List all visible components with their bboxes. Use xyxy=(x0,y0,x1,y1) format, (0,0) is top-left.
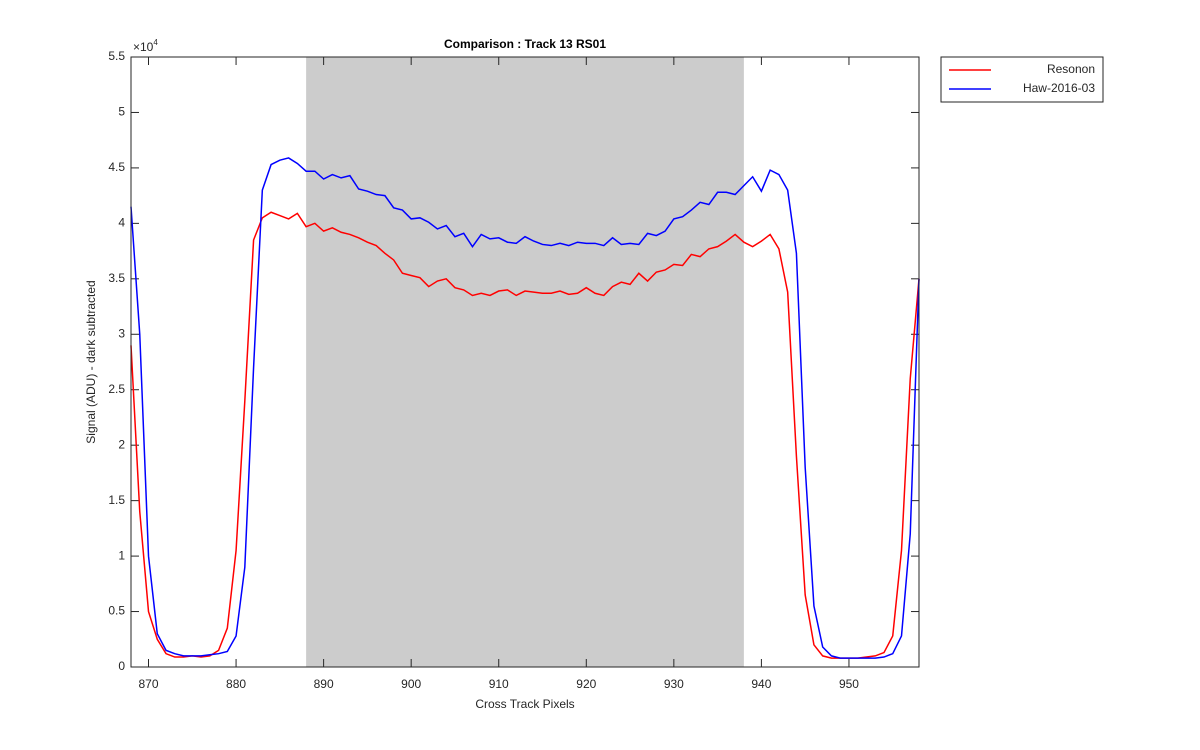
x-tick-label: 890 xyxy=(314,677,334,691)
legend-label: Resonon xyxy=(1047,62,1095,76)
chart-title: Comparison : Track 13 RS01 xyxy=(444,37,606,51)
legend-label: Haw-2016-03 xyxy=(1023,81,1095,95)
y-tick-label: 5 xyxy=(118,105,125,119)
x-tick-label: 930 xyxy=(664,677,684,691)
y-tick-label: 5.5 xyxy=(108,49,125,63)
axes-box xyxy=(130,56,920,668)
x-tick-label: 910 xyxy=(489,677,509,691)
x-tick-label: 880 xyxy=(226,677,246,691)
data-line xyxy=(130,211,920,659)
y-tick-label: 0.5 xyxy=(108,604,125,618)
x-axis-label: Cross Track Pixels xyxy=(475,697,574,711)
y-tick-label: 0 xyxy=(118,659,125,673)
y-tick-label: 4 xyxy=(118,216,125,230)
y-tick-label: 2.5 xyxy=(108,382,125,396)
shaded-region xyxy=(306,57,744,667)
y-scale-exponent: 4 xyxy=(153,38,158,47)
x-tick-label: 870 xyxy=(138,677,158,691)
y-tick-label: 1.5 xyxy=(108,493,125,507)
x-tick-label: 940 xyxy=(751,677,771,691)
y-tick-label: 3.5 xyxy=(108,271,125,285)
y-scale-base: ×10 xyxy=(133,40,154,54)
data-line xyxy=(130,157,920,659)
x-tick-label: 950 xyxy=(839,677,859,691)
legend-box xyxy=(940,56,1104,103)
legend: Resonon Haw-2016-03 xyxy=(940,56,1104,103)
y-tick-label: 3 xyxy=(118,326,125,340)
y-tick-label: 4.5 xyxy=(108,160,125,174)
y-tick-label: 1 xyxy=(118,548,125,562)
x-tick-label: 920 xyxy=(576,677,596,691)
x-tick-label: 900 xyxy=(401,677,421,691)
y-axis-label: Signal (ADU) - dark subtracted xyxy=(84,280,98,443)
y-tick-label: 2 xyxy=(118,437,125,451)
y-scale-label: ×104 xyxy=(133,38,158,54)
